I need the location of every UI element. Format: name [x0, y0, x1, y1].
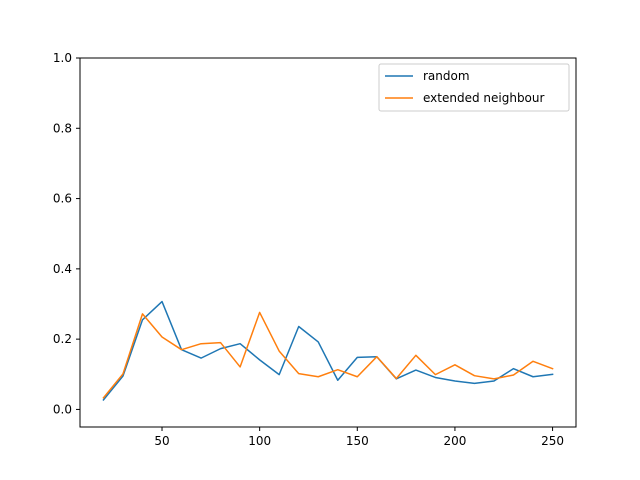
- plot-area: [80, 58, 576, 427]
- y-tick-label: 0.6: [53, 192, 72, 206]
- y-tick-label: 0.2: [53, 332, 72, 346]
- series-layer: [102, 300, 554, 401]
- legend-label: random: [423, 69, 470, 83]
- y-tick-label: 0.8: [53, 121, 72, 135]
- y-tick-label: 0.4: [53, 262, 72, 276]
- series-line-extended-neighbour: [102, 311, 554, 399]
- y-tick-label: 1.0: [53, 51, 72, 65]
- x-tick-label: 100: [248, 434, 271, 448]
- legend: random extended neighbour: [378, 63, 570, 112]
- x-tick-label: 200: [443, 434, 466, 448]
- legend-label: extended neighbour: [423, 91, 545, 105]
- x-tick-label: 50: [154, 434, 169, 448]
- x-tick-label: 250: [541, 434, 564, 448]
- y-tick-label: 0.0: [53, 402, 72, 416]
- x-tick-label: 150: [346, 434, 369, 448]
- series-line-random: [102, 300, 554, 401]
- legend-box: [378, 63, 570, 112]
- axis-layer: 50 100 150 200 250 0.0 0.2 0.4 0.6 0.8 1.0: [53, 51, 564, 448]
- plot-frame: [79, 57, 577, 428]
